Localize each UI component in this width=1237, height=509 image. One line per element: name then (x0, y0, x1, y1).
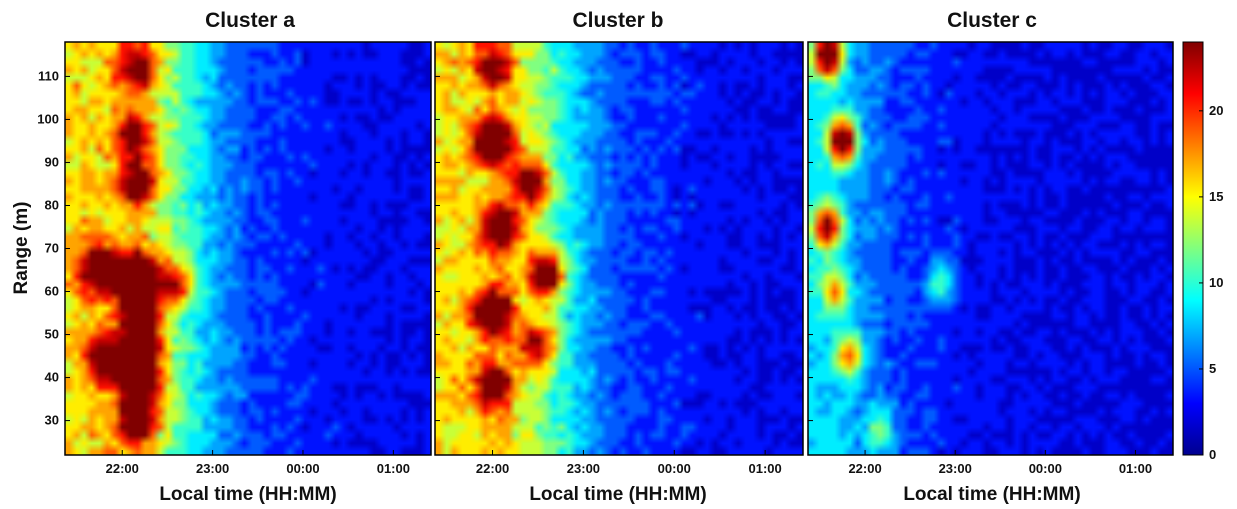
panel-a-ytick-label: 80 (45, 197, 59, 212)
panel-a: 30 40 50 60 70 80 90 100 110 22:00 23:00 00:00 01:0… (37, 41, 432, 476)
panel-a-ytick-label: 90 (45, 154, 59, 169)
panel-c-title: Cluster c (947, 9, 1037, 32)
panel-c: 22:00 23:00 00:00 01:00 (807, 41, 1174, 476)
panel-a-xticks: 22:00 23:00 00:00 01:00 (106, 450, 410, 476)
colorbar-tick-label: 20 (1209, 103, 1223, 118)
panel-a-ytick-label: 100 (37, 111, 59, 126)
panel-b-xlabel: Local time (HH:MM) (529, 484, 706, 505)
panel-a-ytick-label: 60 (45, 284, 59, 299)
panel-a-plot-area (65, 42, 431, 455)
panel-b-xtick-label: 01:00 (749, 461, 782, 476)
panel-a-ylabel: Range (m) (11, 202, 32, 295)
panel-b-xticks: 22:00 23:00 00:00 01:00 (476, 450, 782, 476)
panel-b-plot-area (435, 42, 803, 455)
panel-a-xtick-label: 22:00 (106, 461, 139, 476)
colorbar-tick-label: 5 (1209, 361, 1216, 376)
panel-b-xtick-label: 22:00 (476, 461, 509, 476)
panel-b-xtick-label: 00:00 (658, 461, 691, 476)
panel-c-xlabel: Local time (HH:MM) (903, 484, 1080, 505)
panel-c-xtick-label: 01:00 (1119, 461, 1152, 476)
panel-a-ytick-label: 50 (45, 327, 59, 342)
colorbar: 0 5 10 15 20 (1182, 41, 1223, 462)
panel-a-xtick-label: 00:00 (286, 461, 319, 476)
colorbar-ticks: 0 5 10 15 20 (1199, 103, 1223, 462)
panel-c-xtick-label: 23:00 (939, 461, 972, 476)
panel-a-title: Cluster a (205, 9, 295, 32)
panel-c-heatmap (808, 42, 1173, 455)
panel-b-xtick-label: 23:00 (567, 461, 600, 476)
colorbar-tick-label: 15 (1209, 189, 1223, 204)
panel-a-xtick-label: 23:00 (196, 461, 229, 476)
colorbar-gradient (1182, 41, 1204, 456)
panel-c-xticks: 22:00 23:00 00:00 01:00 (848, 450, 1152, 476)
panel-a-heatmap (65, 42, 431, 455)
panel-c-xtick-label: 00:00 (1029, 461, 1062, 476)
panel-a-ytick-label: 30 (45, 413, 59, 428)
panel-b: 22:00 23:00 00:00 01:00 (434, 41, 804, 476)
panel-b-yticks (435, 75, 440, 422)
panel-c-yticks (808, 75, 813, 422)
panel-a-xtick-label: 01:00 (377, 461, 410, 476)
panel-a-ytick-label: 40 (45, 370, 59, 385)
panel-a-ytick-label: 70 (45, 241, 59, 256)
panel-c-xtick-label: 22:00 (848, 461, 881, 476)
panel-a-xlabel: Local time (HH:MM) (159, 484, 336, 505)
colorbar-tick-label: 0 (1209, 447, 1216, 462)
colorbar-tick-label: 10 (1209, 275, 1223, 290)
panel-a-yticks: 30 40 50 60 70 80 90 100 110 (37, 68, 70, 428)
panel-b-title: Cluster b (572, 9, 663, 32)
panel-b-heatmap (435, 42, 803, 455)
panel-c-plot-area (808, 42, 1173, 455)
panel-a-ytick-label: 110 (38, 68, 59, 83)
